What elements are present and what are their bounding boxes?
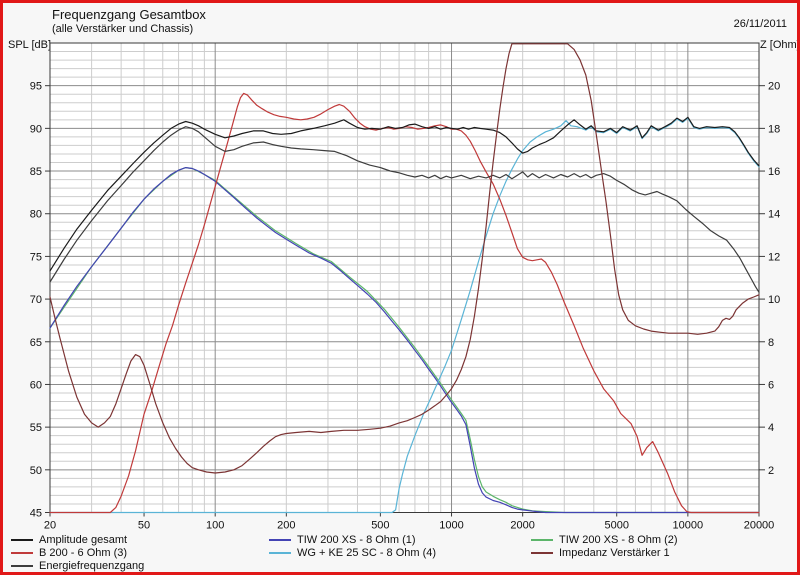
y-right-tick-label: 20 [768,81,780,93]
legend-item-amplitude: Amplitude gesamt [11,534,144,546]
chart-canvas: 45 50 55 60 65 70 75 80 85 90 95 2 4 6 8 10 12 14 16 18 20 20… [30,42,780,532]
y-left-tick-label: 55 [30,422,42,434]
y-left-tick-label: 65 [30,337,42,349]
legend-item-tiw2: TIW 200 XS - 8 Ohm (2) [531,534,678,546]
x-tick-label: 500 [371,520,389,532]
legend-item-wg_ke: WG + KE 25 SC - 8 Ohm (4) [269,547,436,559]
legend-label: Amplitude gesamt [39,534,128,546]
series-tiw1 [49,167,760,514]
y-left-tick-label: 85 [30,166,42,178]
y-left-tick-label: 80 [30,209,42,221]
series-energie [49,126,760,293]
page-title: Frequenzgang Gesamtbox [52,7,206,22]
series-wg_ke [49,117,760,514]
y-left-tick-label: 60 [30,379,42,391]
y-right-tick-label: 2 [768,465,774,477]
plot-frame [49,42,760,513]
legend-column: TIW 200 XS - 8 Ohm (1) WG + KE 25 SC - 8 … [269,534,436,560]
x-tick-label: 20 [44,520,56,532]
legend-swatch-tiw1 [269,539,291,541]
y-left-tick-label: 90 [30,123,42,135]
chart-legend: Amplitude gesamt B 200 - 6 Ohm (3) Energie… [3,534,797,572]
legend-item-energie: Energiefrequenzgang [11,560,144,572]
y-right-tick-label: 10 [768,294,780,306]
series-b200 [49,92,760,514]
legend-swatch-b200 [11,552,33,554]
y-left-tick-label: 50 [30,465,42,477]
series-impedanz [49,43,760,474]
y-right-tick-label: 8 [768,337,774,349]
legend-swatch-tiw2 [531,539,553,541]
y-right-tick-label: 12 [768,251,780,263]
y-right-tick-label: 18 [768,123,780,135]
x-tick-label: 2000 [510,520,534,532]
y-left-tick-label: 70 [30,294,42,306]
legend-label: WG + KE 25 SC - 8 Ohm (4) [297,547,437,559]
x-tick-label: 50 [138,520,150,532]
legend-column: Amplitude gesamt B 200 - 6 Ohm (3) Energie… [11,534,144,572]
y-left-tick-label: 45 [30,508,42,520]
legend-item-tiw1: TIW 200 XS - 8 Ohm (1) [269,534,436,546]
y-left-tick-label: 95 [30,81,42,93]
legend-column: TIW 200 XS - 8 Ohm (2) Impedanz Verstärke… [531,534,678,560]
legend-swatch-wg_ke [269,552,291,554]
y-right-tick-label: 16 [768,166,780,178]
legend-swatch-amplitude [11,539,33,541]
legend-swatch-impedanz [531,552,553,554]
y-left-tick-label: 75 [30,251,42,263]
legend-swatch-energie [11,565,33,567]
legend-item-impedanz: Impedanz Verstärker 1 [531,547,678,559]
x-tick-label: 200 [277,520,295,532]
legend-label: Impedanz Verstärker 1 [559,547,670,559]
legend-label: Energiefrequenzgang [39,560,145,572]
y-right-tick-label: 6 [768,379,774,391]
x-tick-label: 100 [206,520,224,532]
page-subtitle: (alle Verstärker und Chassis) [52,23,194,35]
x-tick-label: 10000 [673,520,704,532]
legend-label: TIW 200 XS - 8 Ohm (1) [297,534,416,546]
x-tick-label: 1000 [439,520,463,532]
legend-item-b200: B 200 - 6 Ohm (3) [11,547,144,559]
y-right-tick-label: 14 [768,209,780,221]
series-amplitude [49,116,760,272]
legend-label: B 200 - 6 Ohm (3) [39,547,128,559]
y-axis-right-title: Z [Ohm] [760,39,800,51]
x-tick-label: 5000 [604,520,628,532]
y-axis-left-title: SPL [dB] [8,39,52,51]
date-label: 26/11/2011 [733,18,787,30]
x-tick-label: 20000 [744,520,775,532]
legend-label: TIW 200 XS - 8 Ohm (2) [559,534,678,546]
y-right-tick-label: 4 [768,422,774,434]
